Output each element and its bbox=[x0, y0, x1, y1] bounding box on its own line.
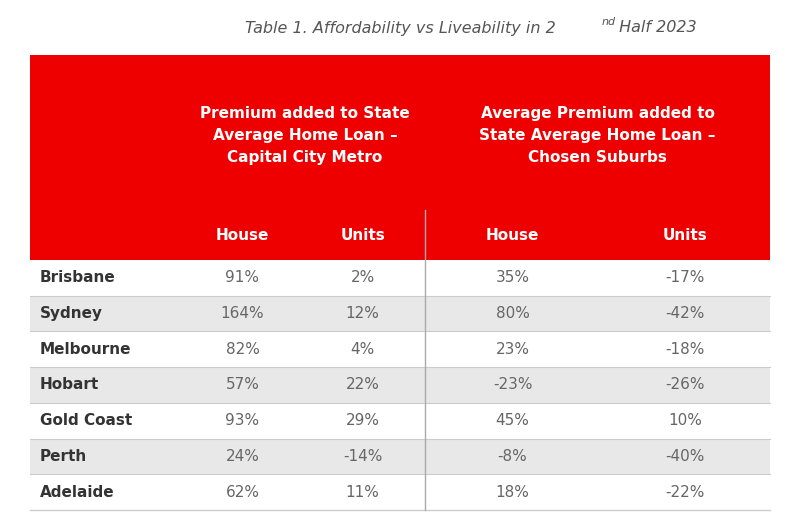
Text: nd: nd bbox=[602, 17, 616, 27]
Text: House: House bbox=[216, 228, 269, 242]
Text: 57%: 57% bbox=[226, 378, 259, 393]
Text: Average Premium added to
State Average Home Loan –
Chosen Suburbs: Average Premium added to State Average H… bbox=[479, 106, 716, 165]
Bar bbox=[30, 296, 770, 331]
Text: -42%: -42% bbox=[666, 306, 705, 321]
Text: 12%: 12% bbox=[346, 306, 379, 321]
Text: 18%: 18% bbox=[495, 485, 530, 500]
Bar bbox=[30, 403, 770, 438]
Text: 80%: 80% bbox=[495, 306, 530, 321]
Text: 62%: 62% bbox=[226, 485, 259, 500]
Text: 2%: 2% bbox=[350, 270, 374, 285]
Text: -18%: -18% bbox=[666, 342, 705, 357]
Text: 35%: 35% bbox=[495, 270, 530, 285]
Text: Gold Coast: Gold Coast bbox=[40, 413, 132, 428]
Text: Half 2023: Half 2023 bbox=[614, 20, 697, 35]
Text: 93%: 93% bbox=[226, 413, 259, 428]
Text: -14%: -14% bbox=[343, 449, 382, 464]
Text: 22%: 22% bbox=[346, 378, 379, 393]
Text: -40%: -40% bbox=[666, 449, 705, 464]
Bar bbox=[30, 474, 770, 510]
Text: 82%: 82% bbox=[226, 342, 259, 357]
Text: Melbourne: Melbourne bbox=[40, 342, 131, 357]
Text: 11%: 11% bbox=[346, 485, 379, 500]
Text: -17%: -17% bbox=[666, 270, 705, 285]
Text: House: House bbox=[486, 228, 539, 242]
Text: Brisbane: Brisbane bbox=[40, 270, 116, 285]
Text: Table 1. Affordability vs Liveability in 2: Table 1. Affordability vs Liveability in… bbox=[245, 20, 555, 35]
Text: Units: Units bbox=[340, 228, 385, 242]
Bar bbox=[30, 210, 770, 260]
Text: Perth: Perth bbox=[40, 449, 87, 464]
Text: Hobart: Hobart bbox=[40, 378, 99, 393]
Text: 29%: 29% bbox=[346, 413, 379, 428]
Text: 164%: 164% bbox=[221, 306, 264, 321]
Text: -8%: -8% bbox=[498, 449, 527, 464]
Text: Units: Units bbox=[662, 228, 707, 242]
Bar bbox=[30, 438, 770, 474]
Bar bbox=[30, 55, 770, 210]
Text: 23%: 23% bbox=[495, 342, 530, 357]
Text: 45%: 45% bbox=[495, 413, 530, 428]
Text: 24%: 24% bbox=[226, 449, 259, 464]
Text: -22%: -22% bbox=[666, 485, 705, 500]
Bar bbox=[30, 367, 770, 403]
Text: Adelaide: Adelaide bbox=[40, 485, 114, 500]
Text: Premium added to State
Average Home Loan –
Capital City Metro: Premium added to State Average Home Loan… bbox=[200, 106, 410, 165]
Text: 10%: 10% bbox=[668, 413, 702, 428]
Bar bbox=[30, 331, 770, 367]
Text: -23%: -23% bbox=[493, 378, 532, 393]
Text: -26%: -26% bbox=[666, 378, 705, 393]
Text: 91%: 91% bbox=[226, 270, 259, 285]
Text: Sydney: Sydney bbox=[40, 306, 103, 321]
Text: 4%: 4% bbox=[350, 342, 374, 357]
Bar bbox=[30, 260, 770, 296]
